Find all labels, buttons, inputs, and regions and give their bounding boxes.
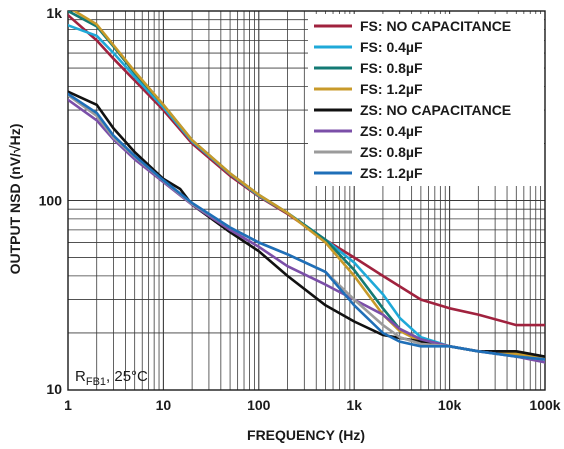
legend-label: FS: 1.2µF bbox=[360, 81, 423, 97]
legend-label: ZS: 0.4µF bbox=[360, 123, 423, 139]
legend-background bbox=[308, 14, 544, 186]
x-tick-label: 100 bbox=[247, 397, 271, 413]
grid-lines bbox=[68, 11, 545, 390]
y-tick-labels: 10 100 1k bbox=[39, 5, 63, 397]
legend-label: FS: NO CAPACITANCE bbox=[360, 18, 511, 34]
x-axis-label: FREQUENCY (Hz) bbox=[247, 427, 365, 443]
y-tick-label: 10 bbox=[46, 381, 62, 397]
series-lines bbox=[68, 11, 545, 364]
x-tick-label: 10 bbox=[156, 397, 172, 413]
legend-label: ZS: 0.8µF bbox=[360, 144, 423, 160]
x-tick-labels: 1 10 100 1k 10k 100k bbox=[64, 397, 561, 413]
plot-frame bbox=[67, 10, 546, 391]
x-tick-label: 1 bbox=[64, 397, 72, 413]
x-tick-label: 1k bbox=[346, 397, 362, 413]
condition-annotation: RFB1, 25°C bbox=[75, 368, 148, 388]
legend-label: ZS: 1.2µF bbox=[360, 165, 423, 181]
x-tick-label: 10k bbox=[438, 397, 462, 413]
y-tick-label: 100 bbox=[39, 193, 63, 209]
y-axis-label: OUTPUT NSD (nV/√Hz) bbox=[7, 124, 23, 275]
annotation-subscript: FB1 bbox=[86, 376, 106, 388]
annotation-rest: , 25°C bbox=[106, 368, 148, 385]
legend-label: FS: 0.4µF bbox=[360, 39, 423, 55]
annotation-main: R bbox=[75, 368, 86, 385]
y-tick-label: 1k bbox=[46, 5, 62, 21]
legend-label: FS: 0.8µF bbox=[360, 60, 423, 76]
legend: FS: NO CAPACITANCE FS: 0.4µF FS: 0.8µF FS: … bbox=[308, 14, 544, 186]
x-tick-label: 100k bbox=[529, 397, 560, 413]
series-line-8 bbox=[68, 92, 545, 361]
legend-label: ZS: NO CAPACITANCE bbox=[360, 102, 511, 118]
